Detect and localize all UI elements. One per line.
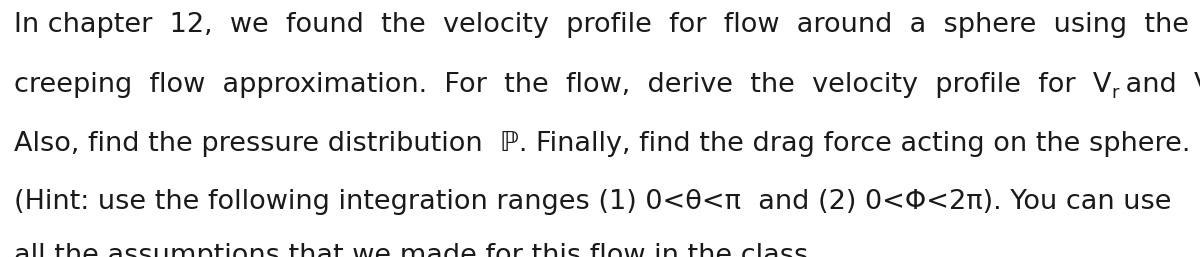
Text: all the assumptions that we made for this flow in the class.: all the assumptions that we made for thi… — [14, 243, 817, 257]
Text: r: r — [1111, 84, 1120, 102]
Text: In chapter  12,  we  found  the  velocity  profile  for  flow  around  a  sphere: In chapter 12, we found the velocity pro… — [14, 12, 1189, 38]
Text: and  V: and V — [1117, 72, 1200, 98]
Text: (Hint: use the following integration ranges (1) 0<θ<π  and (2) 0<Φ<2π). You can : (Hint: use the following integration ran… — [14, 189, 1172, 215]
Text: Also, find the pressure distribution  ℙ. Finally, find the drag force acting on : Also, find the pressure distribution ℙ. … — [14, 131, 1190, 157]
Text: creeping  flow  approximation.  For  the  flow,  derive  the  velocity  profile : creeping flow approximation. For the flo… — [14, 72, 1111, 98]
